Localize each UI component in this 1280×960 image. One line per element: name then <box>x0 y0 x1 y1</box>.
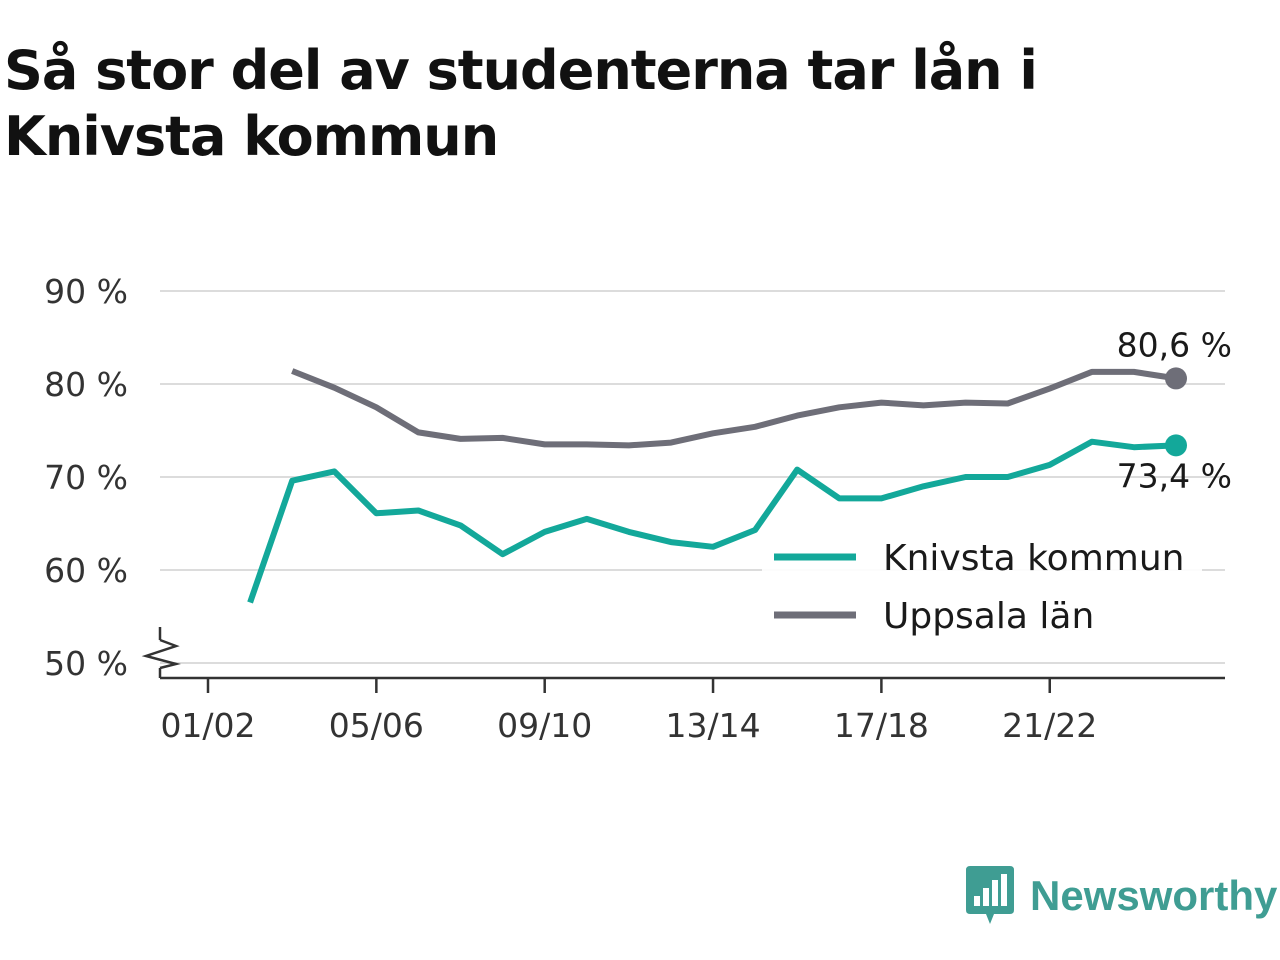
x-tick-label: 17/18 <box>834 706 929 745</box>
y-tick-label: 60 % <box>44 551 128 590</box>
legend: Knivsta kommun Uppsala län <box>762 532 1202 644</box>
x-tick-label: 05/06 <box>329 706 424 745</box>
end-point <box>1165 367 1187 390</box>
x-tick-label: 01/02 <box>160 706 255 745</box>
x-tick-label: 09/10 <box>497 706 592 745</box>
y-tick-label: 90 % <box>44 272 128 311</box>
series-line <box>247 438 1177 604</box>
y-axis-ticks: 50 % 60 % 70 % 80 % 90 % <box>44 272 128 683</box>
end-value-label: 80,6 % <box>1117 325 1232 364</box>
x-axis <box>141 627 1225 680</box>
end-point <box>1165 434 1187 457</box>
y-tick-label: 80 % <box>44 365 128 404</box>
legend-background <box>762 532 1202 644</box>
newsworthy-logo-icon <box>966 866 1014 924</box>
y-tick-label: 70 % <box>44 458 128 497</box>
x-tick-label: 21/22 <box>1002 706 1097 745</box>
brand-name: Newsworthy <box>1030 872 1278 919</box>
series-line <box>291 368 1177 449</box>
y-tick-label: 50 % <box>44 644 128 683</box>
series-lines <box>247 367 1187 604</box>
end-value-label: 73,4 % <box>1117 456 1232 495</box>
legend-label: Uppsala län <box>883 596 1094 637</box>
x-axis-ticks: 01/02 05/06 09/10 13/14 17/18 21/22 <box>160 678 1097 745</box>
x-tick-label: 13/14 <box>665 706 760 745</box>
page-title: Så stor del av studenterna tar lån i Kni… <box>4 39 1038 168</box>
legend-label: Knivsta kommun <box>883 538 1184 579</box>
axis-break-icon <box>141 638 181 670</box>
brand-logo: Newsworthy <box>964 866 1277 926</box>
end-labels: 73,4 % 80,6 % <box>1117 325 1232 495</box>
